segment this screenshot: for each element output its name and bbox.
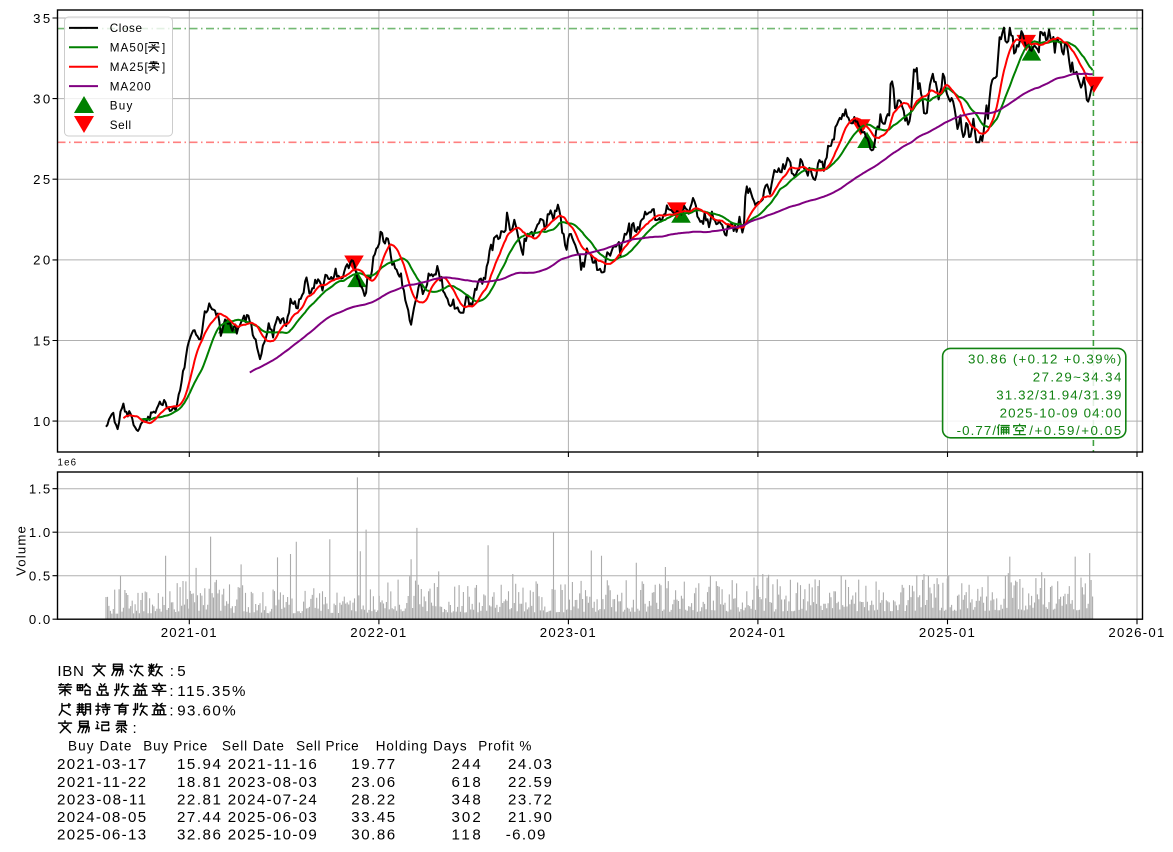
svg-text:2025-10-09 04:00: 2025-10-09 04:00 — [1000, 405, 1123, 420]
svg-text:Profit %: Profit % — [478, 739, 532, 754]
svg-text:30.86: 30.86 — [351, 827, 396, 844]
svg-text:2021-11-16: 2021-11-16 — [228, 756, 319, 773]
svg-text:28.22: 28.22 — [351, 791, 396, 808]
svg-text:2024-07-24: 2024-07-24 — [228, 791, 318, 808]
svg-text:2025-06-13: 2025-06-13 — [57, 827, 147, 844]
svg-text:2023-08-03: 2023-08-03 — [228, 774, 318, 791]
svg-text:23.06: 23.06 — [351, 774, 396, 791]
svg-text:118: 118 — [452, 827, 484, 844]
svg-text:23.72: 23.72 — [508, 791, 553, 808]
svg-text:27.29~34.34: 27.29~34.34 — [1033, 370, 1123, 385]
svg-text:32.86: 32.86 — [177, 827, 222, 844]
svg-text:1e6: 1e6 — [58, 458, 78, 469]
svg-text:2024-08-05: 2024-08-05 — [57, 809, 147, 826]
svg-text:2026-01: 2026-01 — [1108, 625, 1165, 640]
svg-text:27.44: 27.44 — [177, 809, 222, 826]
svg-text:31.32/31.94/31.39: 31.32/31.94/31.39 — [996, 387, 1122, 402]
svg-text:115.35%: 115.35% — [177, 683, 247, 700]
svg-text:2023-01: 2023-01 — [540, 625, 597, 640]
svg-text::: : — [170, 663, 175, 680]
svg-text:MA25[: MA25[ — [110, 61, 149, 74]
svg-text:30.86 (+0.12 +0.39%): 30.86 (+0.12 +0.39%) — [968, 352, 1123, 367]
svg-text:24.03: 24.03 — [508, 756, 553, 773]
svg-text:MA50[: MA50[ — [110, 42, 149, 55]
svg-text:2024-01: 2024-01 — [729, 625, 786, 640]
svg-text:2021-11-22: 2021-11-22 — [57, 774, 148, 791]
svg-text:10: 10 — [33, 414, 52, 429]
svg-text:Buy Price: Buy Price — [143, 739, 208, 754]
svg-text:93.60%: 93.60% — [177, 702, 237, 719]
svg-text:244: 244 — [452, 756, 483, 773]
svg-text:2021-01: 2021-01 — [161, 625, 218, 640]
svg-text:Close: Close — [110, 22, 143, 35]
svg-text:2021-03-17: 2021-03-17 — [57, 756, 147, 773]
svg-text:25: 25 — [33, 172, 52, 187]
svg-text::: : — [169, 702, 174, 719]
svg-text:-6.09: -6.09 — [506, 827, 547, 844]
svg-text:Holding Days: Holding Days — [376, 739, 468, 754]
svg-text:0.5: 0.5 — [29, 569, 52, 584]
svg-text:2025-10-09: 2025-10-09 — [228, 827, 318, 844]
svg-text:2023-08-11: 2023-08-11 — [57, 791, 148, 808]
svg-text:22.81: 22.81 — [177, 791, 222, 808]
svg-text:2025-01: 2025-01 — [919, 625, 976, 640]
svg-text:15: 15 — [33, 333, 52, 348]
svg-text:18.81: 18.81 — [177, 774, 222, 791]
svg-text:35: 35 — [33, 11, 52, 26]
svg-text:0.0: 0.0 — [29, 612, 52, 627]
svg-text:1.5: 1.5 — [29, 482, 52, 497]
svg-text:15.94: 15.94 — [177, 756, 222, 773]
svg-text:618: 618 — [452, 774, 483, 791]
svg-text:348: 348 — [452, 791, 483, 808]
svg-text:2025-06-03: 2025-06-03 — [228, 809, 318, 826]
svg-text:30: 30 — [33, 91, 52, 106]
svg-text:302: 302 — [452, 809, 483, 826]
svg-text:22.59: 22.59 — [508, 774, 553, 791]
svg-text:21.90: 21.90 — [508, 809, 553, 826]
svg-text:1.0: 1.0 — [29, 525, 52, 540]
svg-text:Sell Date: Sell Date — [222, 739, 285, 754]
svg-text:-0.77/: -0.77/ — [957, 423, 998, 438]
svg-text:2022-01: 2022-01 — [350, 625, 407, 640]
svg-text:Sell Price: Sell Price — [296, 739, 359, 754]
svg-text::: : — [133, 720, 138, 737]
svg-text:20: 20 — [33, 253, 52, 268]
svg-text:Volume: Volume — [14, 525, 29, 576]
svg-text:5: 5 — [177, 663, 187, 680]
svg-text:MA200: MA200 — [110, 80, 152, 93]
svg-text:/+0.59/+0.05: /+0.59/+0.05 — [1029, 423, 1123, 438]
svg-text:33.45: 33.45 — [351, 809, 396, 826]
svg-text:]: ] — [162, 42, 167, 55]
svg-text:IBN: IBN — [57, 663, 84, 680]
svg-text:Buy: Buy — [110, 100, 134, 113]
svg-text:Sell: Sell — [110, 119, 132, 132]
svg-text:]: ] — [162, 61, 167, 74]
svg-text:19.77: 19.77 — [351, 756, 396, 773]
svg-text::: : — [169, 683, 174, 700]
svg-text:Buy Date: Buy Date — [68, 739, 133, 754]
